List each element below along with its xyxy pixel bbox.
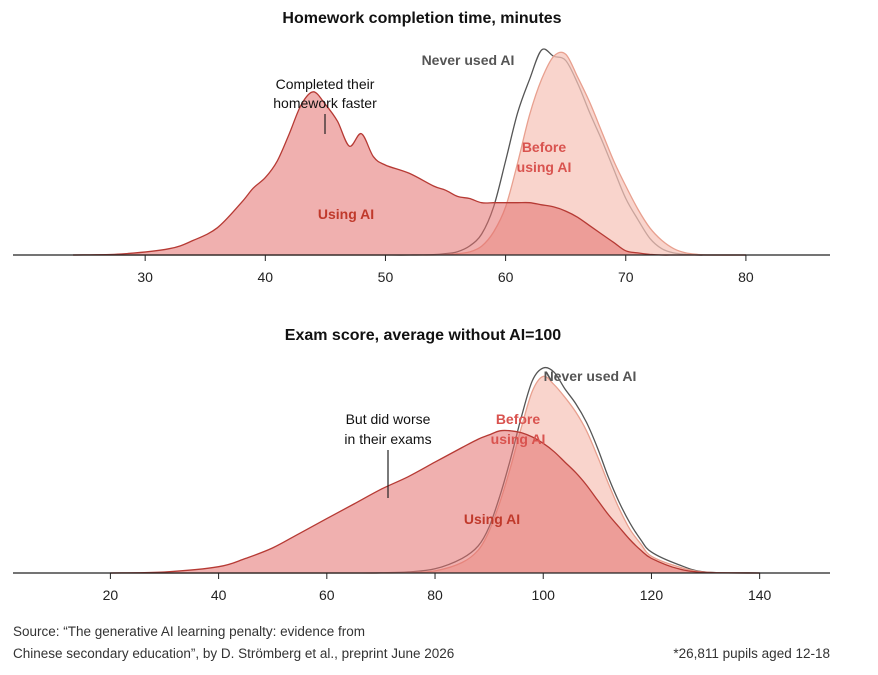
homework-tick-label-50: 50 [378,269,394,285]
exam-tick-label-140: 140 [748,587,772,603]
exam-annotation-line1: But did worse [346,411,431,427]
exam-label-before-using-ai-2: using AI [491,431,546,447]
homework-x-ticks: 30 40 50 60 70 80 [137,255,754,285]
exam-tick-label-40: 40 [211,587,227,603]
exam-tick-label-60: 60 [319,587,335,603]
exam-x-ticks: 20 40 60 80 100 120 140 [103,573,772,603]
homework-label-using-ai: Using AI [318,206,374,222]
homework-tick-label-30: 30 [137,269,153,285]
source-line-2: Chinese secondary education”, by D. Strö… [13,646,455,661]
exam-annotation-line2: in their exams [344,431,431,447]
exam-line-using-ai [110,429,760,574]
exam-tick-label-80: 80 [427,587,443,603]
exam-tick-label-100: 100 [532,587,556,603]
homework-chart-title: Homework completion time, minutes [282,10,561,27]
source-note: Source: “The generative AI learning pena… [13,621,454,665]
homework-tick-label-80: 80 [738,269,754,285]
exam-tick-label-20: 20 [103,587,119,603]
exam-area-using-ai [110,430,760,573]
exam-label-using-ai: Using AI [464,511,520,527]
exam-chart: Exam score, average without AI=100 20 40 6… [13,327,830,603]
homework-tick-label-70: 70 [618,269,634,285]
homework-tick-label-40: 40 [258,269,274,285]
homework-chart: Homework completion time, minutes 30 40 50… [13,10,830,285]
exam-chart-areas [110,366,760,574]
source-line-1: Source: “The generative AI learning pena… [13,624,365,639]
homework-annotation-line1: Completed their [276,76,375,92]
homework-label-before-using-ai-2: using AI [517,159,572,175]
exam-label-never-used-ai: Never used AI [544,368,637,384]
homework-chart-areas [73,48,746,256]
homework-tick-label-60: 60 [498,269,514,285]
homework-line-using-ai [73,91,746,256]
homework-label-before-using-ai-1: Before [522,139,567,155]
homework-annotation-line2: homework faster [273,95,377,111]
sample-size-note: *26,811 pupils aged 12-18 [673,646,830,661]
exam-label-before-using-ai-1: Before [496,411,541,427]
homework-area-before-using-ai [73,52,746,256]
homework-label-never-used-ai: Never used AI [422,52,515,68]
exam-tick-label-120: 120 [640,587,664,603]
exam-chart-title: Exam score, average without AI=100 [285,327,562,344]
